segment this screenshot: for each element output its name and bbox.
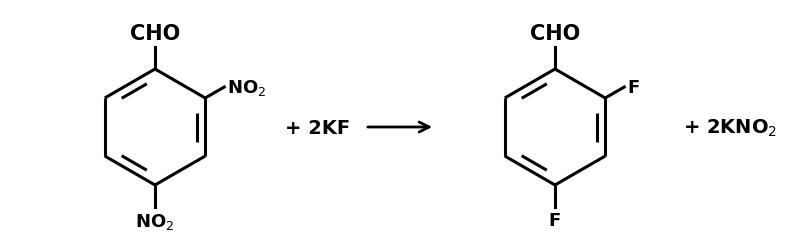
- Text: + 2KF: + 2KF: [285, 118, 351, 137]
- Text: F: F: [549, 211, 561, 229]
- Text: NO$_2$: NO$_2$: [227, 78, 267, 98]
- Text: + 2KNO$_2$: + 2KNO$_2$: [683, 117, 777, 138]
- Text: CHO: CHO: [530, 24, 580, 44]
- Text: CHO: CHO: [130, 24, 180, 44]
- Text: F: F: [627, 79, 639, 96]
- Text: NO$_2$: NO$_2$: [135, 211, 175, 231]
